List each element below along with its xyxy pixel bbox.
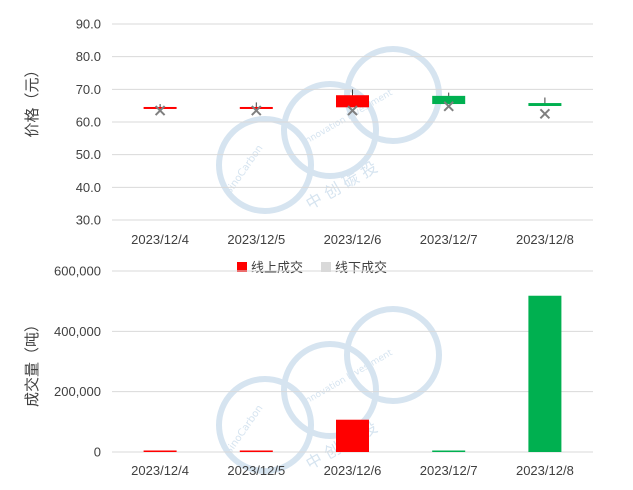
volume-x-tick-label: 2023/12/6 — [324, 463, 382, 478]
price-y-tick-label: 90.0 — [76, 17, 101, 32]
volume-bar — [432, 450, 466, 452]
volume-y-tick-label: 600,000 — [54, 264, 101, 279]
watermark-brand: SinoCarbon — [223, 403, 265, 457]
watermark-chinese: 中 创 碳 投 — [303, 157, 381, 213]
candle-body — [239, 106, 273, 109]
volume-y-tick-label: 0 — [94, 445, 101, 460]
price-y-tick-label: 80.0 — [76, 49, 101, 64]
legend-label: 线上成交 — [251, 260, 303, 276]
price-y-tick-label: 40.0 — [76, 180, 101, 195]
watermark-brand: SinoCarbon — [223, 143, 265, 197]
price-gridlines — [112, 23, 593, 221]
candle-body — [336, 95, 369, 108]
volume-y-tick-label: 200,000 — [54, 384, 101, 399]
volume-y-tick-label: 400,000 — [54, 324, 101, 339]
watermark-ring-left — [216, 116, 314, 214]
price-x-tick-label: 2023/12/4 — [131, 232, 189, 247]
volume-y-tick-labels: 0 200,000 400,000 600,000 — [54, 264, 101, 460]
price-marker-x — [251, 105, 262, 116]
price-y-tick-label: 70.0 — [76, 82, 101, 97]
marker-stroke — [251, 105, 262, 116]
volume-x-tick-label: 2023/12/7 — [420, 463, 478, 478]
marker-stroke — [443, 101, 454, 112]
price-candles — [143, 89, 562, 109]
candle-body — [528, 103, 562, 106]
volume-bar — [143, 450, 177, 452]
watermark-ring-left — [216, 376, 314, 474]
price-x-tick-labels: 2023/12/4 2023/12/5 2023/12/6 2023/12/7 2023… — [131, 232, 574, 247]
volume-x-tick-label: 2023/12/8 — [516, 463, 574, 478]
watermark-ring-middle — [281, 341, 379, 439]
price-marker-x — [443, 101, 454, 112]
price-marker-x — [347, 105, 358, 116]
legend-item: 线上成交 — [237, 260, 303, 276]
price-marker-x — [154, 105, 166, 116]
candle-body — [143, 106, 177, 109]
price-x-tick-label: 2023/12/6 — [324, 232, 382, 247]
legend-label: 线下成交 — [335, 260, 387, 276]
volume-bar — [336, 419, 369, 452]
price-y-axis-title: 价格（元） — [23, 62, 41, 137]
marker-stroke — [154, 105, 166, 116]
watermark-ring-middle — [281, 81, 379, 179]
volume-bars — [143, 295, 562, 452]
volume-x-tick-labels: 2023/12/4 2023/12/5 2023/12/6 2023/12/7 2023… — [131, 463, 574, 478]
legend-item: 线下成交 — [321, 260, 387, 276]
legend: 线上成交 线下成交 — [237, 260, 387, 276]
volume-bar — [528, 295, 562, 452]
legend-swatch — [237, 262, 247, 272]
price-x-tick-label: 2023/12/8 — [516, 232, 574, 247]
price-x-tick-label: 2023/12/7 — [420, 232, 478, 247]
candle-body — [432, 95, 466, 105]
price-marker-x — [539, 108, 551, 120]
watermark-ring-right — [344, 46, 442, 144]
price-x-tick-label: 2023/12/5 — [227, 232, 285, 247]
price-y-tick-labels: 30.0 40.0 50.0 60.0 70.0 80.0 90.0 — [76, 17, 101, 228]
price-y-tick-label: 60.0 — [76, 115, 101, 130]
volume-x-tick-label: 2023/12/5 — [227, 463, 285, 478]
legend-swatch — [321, 262, 331, 272]
price-y-tick-label: 30.0 — [76, 213, 101, 228]
volume-bar — [239, 450, 273, 452]
marker-stroke — [347, 105, 358, 116]
price-y-tick-label: 50.0 — [76, 147, 101, 162]
watermark-ring-right — [344, 306, 442, 404]
volume-x-tick-label: 2023/12/4 — [131, 463, 189, 478]
volume-y-axis-title: 成交量（吨） — [23, 317, 41, 407]
marker-stroke — [539, 108, 551, 120]
price-markers — [154, 101, 551, 120]
